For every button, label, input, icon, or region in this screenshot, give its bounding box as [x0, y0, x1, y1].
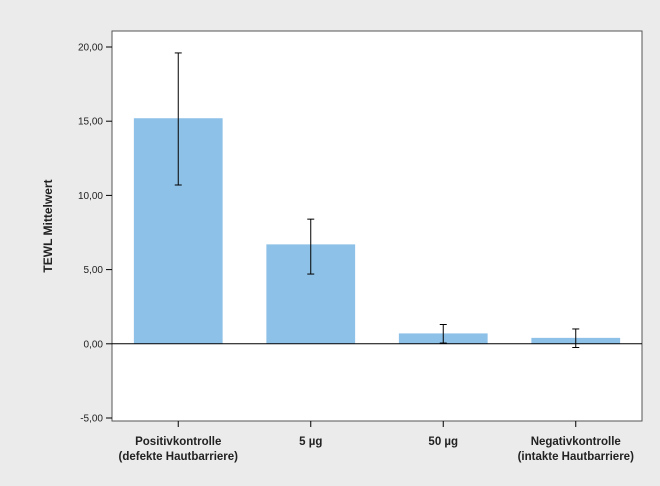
x-tick-label: 50 µg: [428, 436, 458, 448]
y-tick-label: 10,00: [78, 191, 103, 202]
y-axis-title: TEWL Mittelwert: [41, 179, 55, 272]
x-tick-label: Negativkontrolle: [531, 436, 621, 448]
y-tick-label: 20,00: [78, 43, 103, 54]
y-tick-label: -5,00: [80, 414, 103, 425]
y-tick-label: 0,00: [84, 339, 104, 350]
x-tick-label: Positivkontrolle: [135, 436, 221, 448]
y-tick-label: 5,00: [84, 265, 104, 276]
x-tick-label: 5 µg: [299, 436, 322, 448]
x-tick-label: (defekte Hautbarriere): [118, 451, 238, 463]
y-tick-label: 15,00: [78, 117, 103, 128]
x-tick-label: (intakte Hautbarriere): [518, 451, 634, 463]
